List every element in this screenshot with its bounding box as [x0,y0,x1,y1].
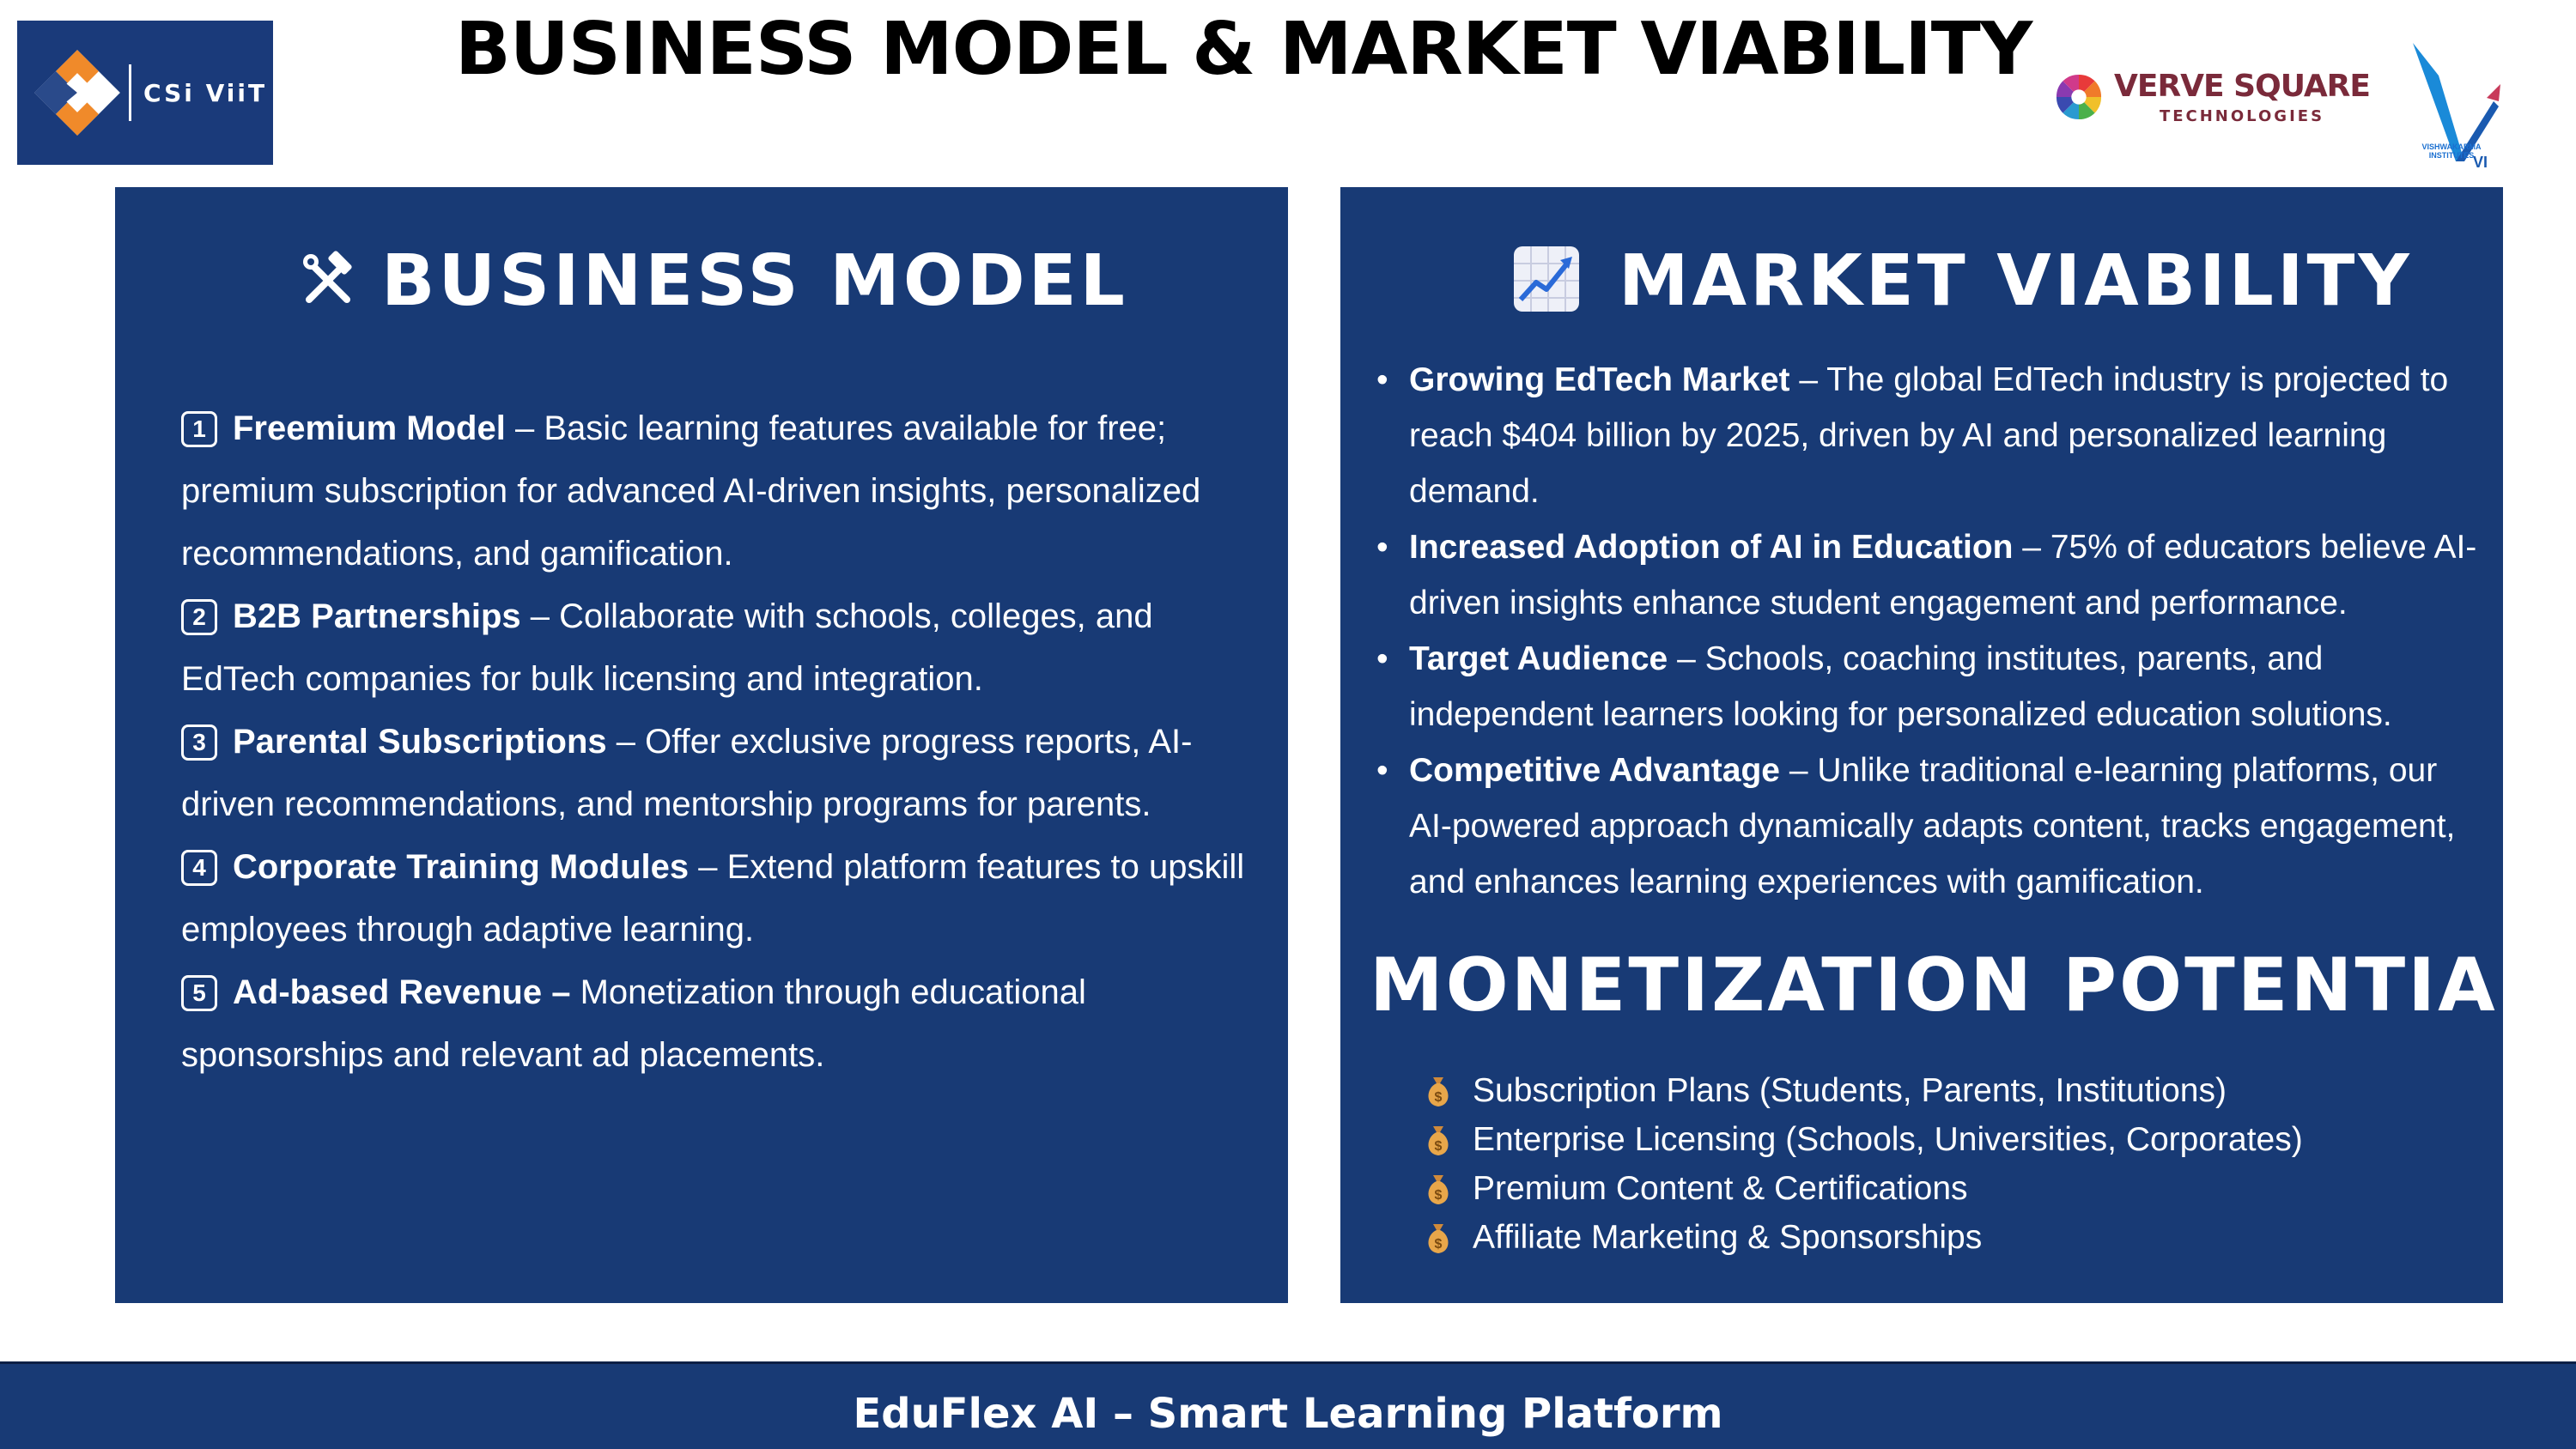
item-text: – Unlike traditional e-learning platform… [1409,752,2456,900]
item-text: – Schools, coaching institutes, parents,… [1409,640,2392,733]
list-item: • Increased Adoption of AI in Education –… [1376,519,2482,631]
bullet: • [1376,752,1388,789]
market-viability-panel: MARKET VIABILITY • Growing EdTech Market … [1340,187,2545,1303]
item-title: Competitive Advantage [1409,752,1780,789]
number-3-icon: 3 [181,724,217,761]
bullet: • [1376,529,1388,566]
list-item: 5 Ad-based Revenue – Monetization through… [181,961,1263,1087]
item-text: – Extend platform features to upskill em… [181,848,1245,949]
market-viability-list: • Growing EdTech Market – The global EdTe… [1376,352,2482,910]
csi-logo-mark-icon [34,50,120,136]
list-item: 1 Freemium Model – Basic learning feature… [181,397,1263,585]
vi-mark-icon: VI [2413,43,2500,171]
page-title: BUSINESS MODEL & MARKET VIABILITY [455,7,2032,92]
svg-text:$: $ [1435,1090,1443,1105]
item-title: Corporate Training Modules [233,848,690,886]
verve-square-logo: VERVE SQUARE TECHNOLOGIES [2052,50,2371,144]
business-model-heading-text: BUSINESS MODEL [381,240,1128,322]
verve-logo-text: VERVE SQUARE TECHNOLOGIES [2114,69,2371,125]
item-text: – Collaborate with schools, colleges, an… [181,597,1153,698]
bullet: • [1376,361,1388,398]
csi-viit-logo: CSi ViiT [17,21,273,165]
number-1-icon: 1 [181,411,217,447]
monetization-list: $ Subscription Plans (Students, Parents,… [1423,1066,2303,1262]
market-viability-heading-text: MARKET VIABILITY [1619,240,2413,322]
item-text: – Basic learning features available for … [181,409,1201,573]
vi-logo-caption: VISHWAKARMA INSTITUTES [2421,142,2482,160]
number-4-icon: 4 [181,850,217,886]
footer-text: EduFlex AI – Smart Learning Platform [853,1390,1723,1438]
item-title: Increased Adoption of AI in Education [1409,529,2014,566]
list-item: 2 B2B Partnerships – Collaborate with sch… [181,585,1263,711]
item-text: – Offer exclusive progress reports, AI-d… [181,723,1193,823]
business-model-panel: BUSINESS MODEL 1 Freemium Model – Basic l… [115,187,1288,1303]
tools-icon [303,251,352,303]
list-item: $ Premium Content & Certifications [1423,1164,2303,1213]
svg-text:$: $ [1435,1188,1443,1203]
money-bag-icon: $ [1428,1223,1449,1253]
svg-text:$: $ [1435,1237,1443,1252]
vi-mark-text: VI [2473,154,2488,170]
item-title: Parental Subscriptions [233,723,607,761]
item-text: Monetization through educational sponsor… [181,973,1086,1074]
item-title: Ad-based Revenue – [233,973,571,1011]
svg-text:$: $ [1435,1139,1443,1154]
business-model-heading: BUSINESS MODEL [297,239,1128,324]
bullet: • [1376,640,1388,677]
monetization-item-text: Affiliate Marketing & Sponsorships [1473,1219,1983,1256]
csi-logo-text: CSi ViiT [143,78,268,107]
list-item: • Growing EdTech Market – The global EdTe… [1376,352,2482,519]
item-text: – The global EdTech industry is projecte… [1409,361,2449,510]
list-item: $ Enterprise Licensing (Schools, Univers… [1423,1115,2303,1164]
item-title: Target Audience [1409,640,1668,677]
money-bag-icon: $ [1428,1174,1449,1204]
list-item: $ Affiliate Marketing & Sponsorships [1423,1213,2303,1262]
list-item: $ Subscription Plans (Students, Parents,… [1423,1066,2303,1115]
footer-bar: EduFlex AI – Smart Learning Platform [0,1361,2576,1449]
money-bag-icon: $ [1428,1125,1449,1155]
list-item: • Competitive Advantage – Unlike traditio… [1376,743,2482,910]
chart-increasing-icon [1514,246,1579,312]
item-title: Freemium Model [233,409,506,447]
vishwakarma-logo: VI VISHWAKARMA INSTITUTES [2404,41,2507,171]
verve-pinwheel-icon [2056,74,2102,120]
number-2-icon: 2 [181,599,217,635]
monetization-item-text: Enterprise Licensing (Schools, Universit… [1473,1121,2303,1158]
item-text: – 75% of educators believe AI-driven ins… [1409,529,2477,621]
csi-logo-divider [129,64,131,121]
list-item: 4 Corporate Training Modules – Extend pla… [181,836,1263,961]
list-item: • Target Audience – Schools, coaching ins… [1376,631,2482,743]
monetization-item-text: Premium Content & Certifications [1473,1170,1968,1207]
item-title: Growing EdTech Market [1409,361,1790,398]
item-title: B2B Partnerships [233,597,521,635]
verve-logo-sub: TECHNOLOGIES [2159,107,2325,125]
number-5-icon: 5 [181,975,217,1011]
market-viability-heading: MARKET VIABILITY [1512,239,2413,324]
verve-logo-name: VERVE SQUARE [2114,69,2371,104]
business-model-list: 1 Freemium Model – Basic learning feature… [181,397,1263,1087]
monetization-item-text: Subscription Plans (Students, Parents, I… [1473,1072,2227,1109]
list-item: 3 Parental Subscriptions – Offer exclusiv… [181,711,1263,836]
money-bag-icon: $ [1428,1076,1449,1106]
monetization-heading: MONETIZATION POTENTIAL [1370,943,2548,1028]
